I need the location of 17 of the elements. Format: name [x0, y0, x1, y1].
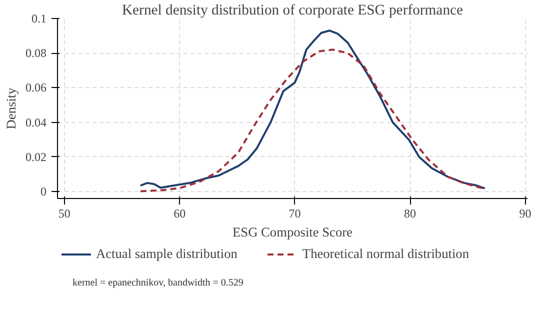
x-tick-label: 60: [174, 206, 186, 220]
x-tick-label: 70: [288, 206, 301, 220]
text: kernel = epanechnikov, bandwidth = 0.529: [72, 278, 244, 288]
y-tick-label: 0.08: [26, 46, 46, 60]
y-tick-label: 0.06: [26, 80, 46, 95]
y-tick-label: 0: [40, 184, 46, 199]
chart-title: Kernel density distribution of corporate ESG performance: [122, 2, 464, 18]
y-axis-title: Density: [4, 87, 18, 130]
legend-label: Theoretical normal distribution: [302, 246, 469, 262]
x-tick-label: 90: [519, 206, 532, 220]
y-tick-label: 0.1: [32, 12, 46, 26]
y-tick-label: 0.02: [26, 150, 46, 164]
legend-label: Actual sample distribution: [96, 246, 238, 262]
x-axis-title: ESG Composite Score: [232, 224, 353, 240]
x-tick-label: 80: [404, 206, 416, 220]
y-tick-label: 0.04: [26, 115, 46, 130]
x-tick-label: 50: [58, 206, 70, 220]
